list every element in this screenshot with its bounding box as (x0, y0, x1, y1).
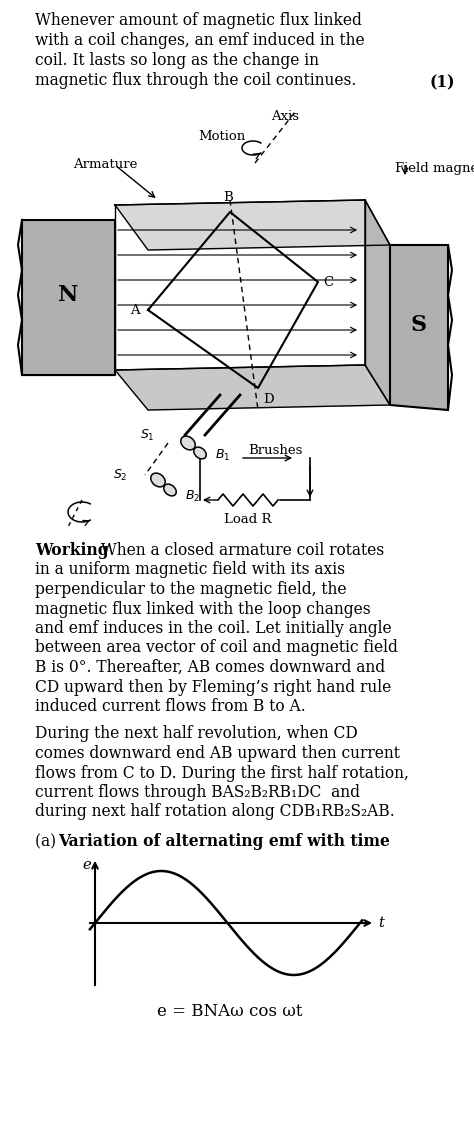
Text: Working: Working (35, 542, 109, 559)
Polygon shape (365, 200, 390, 405)
Text: (a): (a) (35, 833, 61, 850)
Text: magnetic flux through the coil continues.: magnetic flux through the coil continues… (35, 72, 356, 89)
Ellipse shape (151, 473, 165, 487)
Text: between area vector of coil and magnetic field: between area vector of coil and magnetic… (35, 640, 398, 656)
Text: during next half rotation along CDB₁RB₂S₂AB.: during next half rotation along CDB₁RB₂S… (35, 804, 395, 821)
Text: When a closed armature coil rotates: When a closed armature coil rotates (96, 542, 384, 559)
Ellipse shape (194, 447, 206, 459)
Text: B is 0°. Thereafter, AB comes downward and: B is 0°. Thereafter, AB comes downward a… (35, 659, 385, 676)
Text: D: D (263, 393, 273, 406)
Text: Motion: Motion (199, 130, 246, 143)
Text: $B_2$: $B_2$ (185, 489, 200, 504)
Text: Armature: Armature (73, 158, 137, 171)
Text: magnetic flux linked with the loop changes: magnetic flux linked with the loop chang… (35, 600, 371, 617)
Polygon shape (115, 200, 390, 250)
Text: During the next half revolution, when CD: During the next half revolution, when CD (35, 725, 358, 743)
Text: comes downward end AB upward then current: comes downward end AB upward then curren… (35, 745, 400, 762)
Text: with a coil changes, an emf induced in the: with a coil changes, an emf induced in t… (35, 31, 365, 49)
Text: B: B (223, 191, 233, 203)
Text: A: A (130, 303, 140, 317)
Text: Brushes: Brushes (248, 444, 302, 456)
Text: Whenever amount of magnetic flux linked: Whenever amount of magnetic flux linked (35, 12, 362, 29)
Text: in a uniform magnetic field with its axis: in a uniform magnetic field with its axi… (35, 562, 345, 579)
Text: Load R: Load R (224, 513, 272, 526)
Text: flows from C to D. During the first half rotation,: flows from C to D. During the first half… (35, 764, 409, 781)
Text: S: S (411, 314, 427, 336)
Text: $S_2$: $S_2$ (113, 468, 128, 482)
Text: current flows through BAS₂B₂RB₁DC  and: current flows through BAS₂B₂RB₁DC and (35, 785, 360, 801)
Text: e = BNAω cos ωt: e = BNAω cos ωt (157, 1003, 303, 1019)
Text: coil. It lasts so long as the change in: coil. It lasts so long as the change in (35, 52, 319, 69)
Text: Variation of alternating emf with time: Variation of alternating emf with time (58, 833, 390, 850)
Polygon shape (115, 365, 390, 410)
Ellipse shape (164, 484, 176, 496)
Polygon shape (22, 220, 115, 375)
Text: Axis: Axis (271, 110, 299, 123)
Ellipse shape (181, 436, 195, 450)
Text: t: t (378, 916, 384, 930)
Text: (1): (1) (429, 74, 455, 91)
Polygon shape (390, 245, 448, 410)
Text: C: C (323, 275, 333, 289)
Text: induced current flows from B to A.: induced current flows from B to A. (35, 698, 306, 715)
Text: CD upward then by Fleming’s right hand rule: CD upward then by Fleming’s right hand r… (35, 679, 391, 696)
Text: $B_1$: $B_1$ (215, 447, 230, 463)
Text: and emf induces in the coil. Let initially angle: and emf induces in the coil. Let initial… (35, 620, 392, 637)
Text: N: N (58, 284, 78, 306)
Text: Field magnet: Field magnet (395, 162, 474, 175)
Text: $S_1$: $S_1$ (140, 427, 155, 443)
Text: e: e (82, 858, 91, 872)
Text: perpendicular to the magnetic field, the: perpendicular to the magnetic field, the (35, 581, 346, 598)
